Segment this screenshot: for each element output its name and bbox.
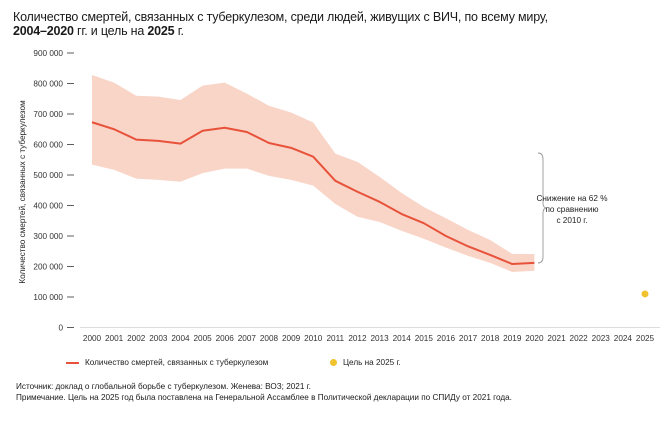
legend-label-target: Цель на 2025 г. <box>343 358 401 367</box>
x-tick-label: 2015 <box>415 334 434 343</box>
y-tick-label: 900 000 <box>33 49 63 58</box>
annotation-line: с 2010 г. <box>556 216 587 225</box>
x-tick-label: 2003 <box>149 334 168 343</box>
x-tick-label: 2001 <box>105 334 124 343</box>
annotation-line: по сравнению <box>545 205 598 214</box>
x-tick-label: 2021 <box>547 334 566 343</box>
x-tick-label: 2005 <box>193 334 212 343</box>
curly-bracket <box>537 152 548 264</box>
x-tick-label: 2024 <box>614 334 633 343</box>
x-tick-label: 2012 <box>348 334 367 343</box>
legend-label-deaths: Количество смертей, связанных с туберкул… <box>85 358 269 367</box>
y-tick-label: 800 000 <box>33 80 63 89</box>
x-tick-label: 2011 <box>327 334 345 343</box>
x-tick-label: 2008 <box>260 334 279 343</box>
y-tick-label: 100 000 <box>33 293 63 302</box>
title-years: 2004–2020 <box>13 23 74 38</box>
chart-title-line-1: Количество смертей, связанных с туберкул… <box>13 10 548 24</box>
y-axis: 0 100 000 200 000 300 000 400 000 500 000 600 … <box>33 49 74 333</box>
x-tick-label: 2000 <box>83 334 102 343</box>
y-tick-label: 400 000 <box>33 202 63 211</box>
x-tick-label: 2004 <box>171 334 190 343</box>
y-tick-label: 500 000 <box>33 171 63 180</box>
legend-item-target: Цель на 2025 г. <box>330 358 401 367</box>
x-tick-label: 2019 <box>503 334 522 343</box>
y-tick-label: 0 <box>58 324 63 333</box>
legend-item-deaths: Количество смертей, связанных с туберкул… <box>66 358 268 367</box>
x-tick-label: 2025 <box>636 334 655 343</box>
x-tick-label: 2018 <box>481 334 500 343</box>
x-tick-label: 2013 <box>370 334 389 343</box>
x-tick-label: 2010 <box>304 334 323 343</box>
x-tick-label: 2006 <box>216 334 235 343</box>
uncertainty-band-group <box>92 74 535 272</box>
footer-note: Примечание. Цель на 2025 год была постав… <box>16 393 512 402</box>
x-tick-label: 2017 <box>459 334 478 343</box>
x-tick-label: 2009 <box>282 334 301 343</box>
y-tick-label: 300 000 <box>33 232 63 241</box>
y-axis-title: Количество смертей, связанных с туберкул… <box>18 100 27 284</box>
annotation-group: Снижение на 62 % по сравнению с 2010 г. <box>537 152 608 264</box>
x-axis: 2000 2001 2002 2003 2004 2005 2006 2007 2008 2009… <box>80 327 660 343</box>
y-tick-label: 700 000 <box>33 110 63 119</box>
chart-title: Количество смертей, связанных с туберкул… <box>13 10 548 39</box>
title-target-year: 2025 <box>147 23 175 38</box>
y-tick-label: 200 000 <box>33 263 63 272</box>
x-tick-label: 2020 <box>525 334 544 343</box>
x-tick-label: 2014 <box>393 334 412 343</box>
legend-line-swatch <box>66 361 79 364</box>
x-tick-label: 2016 <box>437 334 456 343</box>
uncertainty-band <box>92 74 535 272</box>
title-mid: гг. и цель на <box>73 23 148 38</box>
x-tick-label: 2023 <box>592 334 611 343</box>
target-point-2025 <box>641 290 649 298</box>
footer-source: Источник: доклад о глобальной борьбе с т… <box>16 382 311 391</box>
series-line-deaths <box>91 121 535 266</box>
annotation-line: Снижение на 62 % <box>537 194 608 203</box>
x-tick-label: 2007 <box>238 334 257 343</box>
target-point-group <box>641 290 649 298</box>
title-end: г. <box>174 23 184 38</box>
y-tick-label: 600 000 <box>33 141 63 150</box>
legend-dot-swatch <box>330 359 337 366</box>
x-tick-label: 2002 <box>127 334 146 343</box>
chart-title-line-2: 2004–2020 гг. и цель на 2025 г. <box>13 23 548 39</box>
series-line-group <box>91 121 535 266</box>
footer-notes: Источник: доклад о глобальной борьбе с т… <box>16 381 512 403</box>
x-tick-label: 2022 <box>570 334 589 343</box>
